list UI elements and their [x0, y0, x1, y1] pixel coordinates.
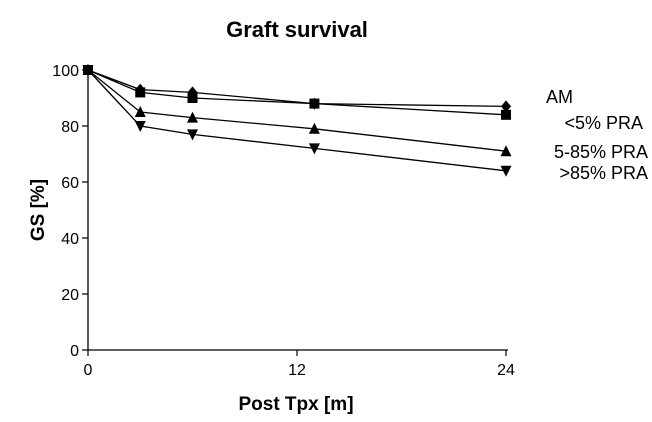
data-point-5-pra-4: [501, 109, 511, 120]
series-label-5-85-pra: 5-85% PRA: [554, 142, 648, 162]
data-point-85-pra-2: [187, 129, 198, 141]
series-line-5-pra: [87, 69, 507, 116]
data-point-5-pra-2: [187, 93, 198, 103]
data-point-85-pra-1: [134, 121, 146, 132]
series-5-85-pra: [82, 64, 512, 157]
data-point-85-pra-3: [308, 143, 320, 155]
y-tick-label-20: 20: [61, 287, 79, 304]
x-tick-label-24: 24: [497, 362, 515, 379]
axes: 0 20 40 60 80 100 0 12 24: [52, 63, 515, 379]
series-line-85-pra: [87, 69, 507, 172]
data-point-85-pra-0: [82, 65, 94, 76]
y-tick-label-60: 60: [61, 175, 79, 192]
x-tick-label-0: 0: [84, 362, 93, 379]
y-tick-label-40: 40: [61, 231, 79, 248]
data-point-85-pra-4: [500, 165, 512, 177]
series-label-5-pra: <5% PRA: [564, 113, 643, 133]
data-point-5-pra-1: [135, 87, 146, 98]
series-5-pra: [83, 65, 511, 120]
x-tick-label-12: 12: [288, 362, 306, 379]
series-85-pra: [82, 65, 512, 177]
series-line-am: [87, 69, 507, 108]
series-label-85-pra: >85% PRA: [559, 163, 648, 183]
series-am: [83, 64, 511, 113]
data-point-5-85-pra-1: [134, 106, 146, 117]
y-tick-label-0: 0: [70, 343, 79, 360]
data-point-5-pra-3: [309, 98, 320, 109]
chart-title: Graft survival: [226, 17, 368, 42]
data-point-5-85-pra-4: [500, 145, 512, 157]
series-labels: AM <5% PRA 5-85% PRA>85% PRA: [546, 87, 648, 183]
data-point-am-4: [501, 100, 511, 113]
y-axis-label: GS [%]: [28, 179, 49, 241]
data-point-5-85-pra-3: [308, 122, 320, 134]
data-point-5-85-pra-2: [187, 111, 198, 123]
series-label-am: AM: [546, 87, 573, 107]
y-tick-label-80: 80: [61, 119, 79, 136]
x-axis-label: Post Tpx [m]: [238, 394, 353, 415]
series-group: [82, 64, 512, 177]
y-tick-label-100: 100: [52, 63, 79, 80]
